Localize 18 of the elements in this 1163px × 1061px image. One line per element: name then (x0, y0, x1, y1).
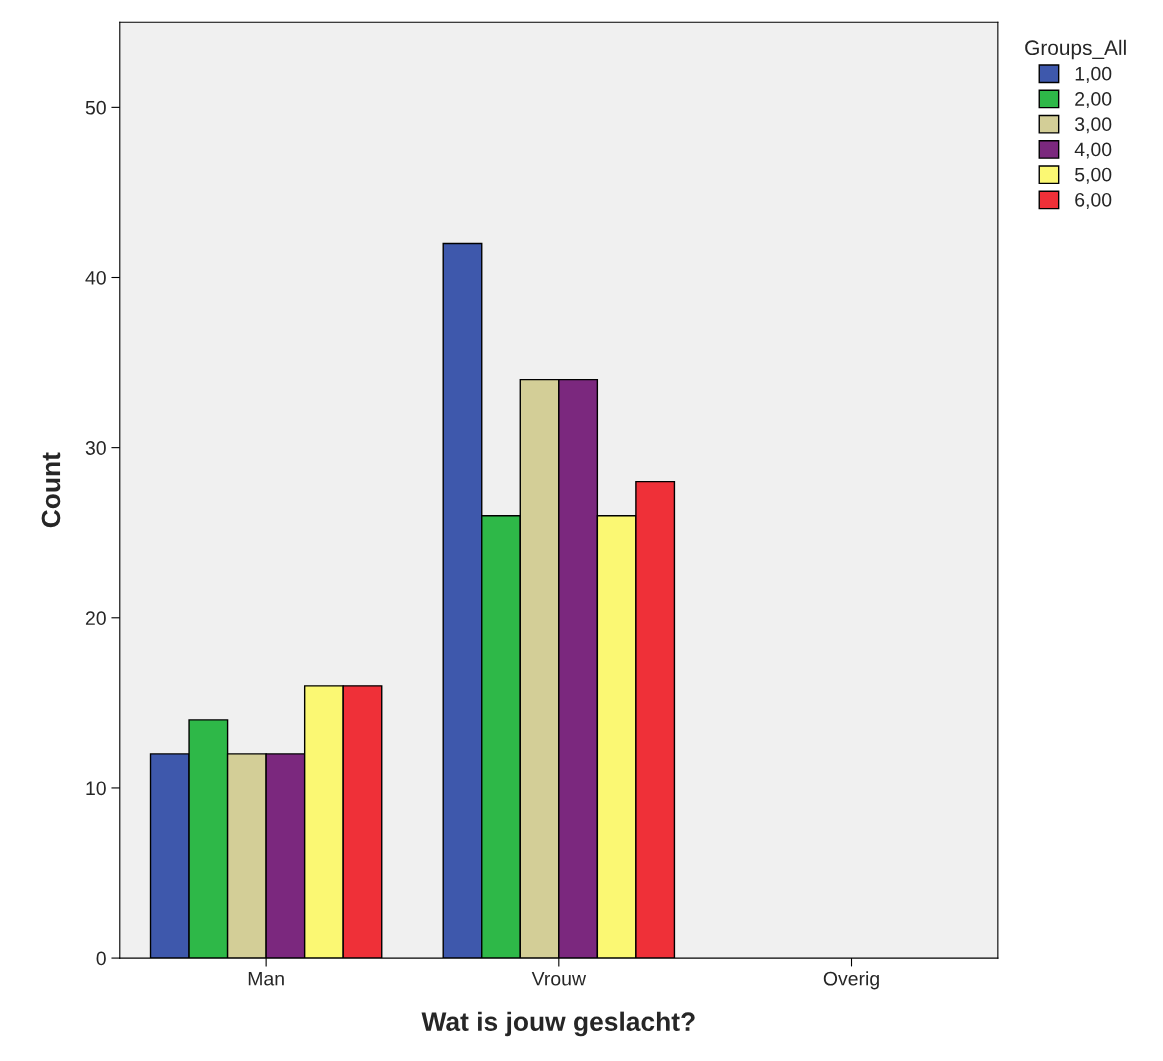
x-tick-label: Man (248, 971, 284, 986)
y-axis-title: Count (41, 452, 61, 528)
legend-label: 3,00 (1074, 117, 1112, 134)
y-tick-label: 20 (85, 611, 106, 626)
y-tick-label: 30 (85, 441, 106, 455)
x-axis-title: Wat is jouw geslacht? (421, 1011, 695, 1037)
y-tick-label: 10 (86, 781, 106, 796)
x-tick-label: Overig (823, 971, 879, 990)
legend-label: 2,00 (1075, 92, 1112, 109)
y-tick-label: 50 (85, 100, 106, 115)
legend-label: 6,00 (1075, 192, 1112, 210)
legend-label: 4,00 (1074, 142, 1112, 159)
x-tick-label: Vrouw (531, 971, 587, 986)
legend-label: 1,00 (1075, 66, 1112, 83)
y-tick-label: 0 (96, 951, 106, 966)
legend-title: Groups_All (1025, 39, 1126, 60)
y-tick-label: 40 (85, 270, 106, 285)
legend-label: 5,00 (1075, 167, 1112, 184)
